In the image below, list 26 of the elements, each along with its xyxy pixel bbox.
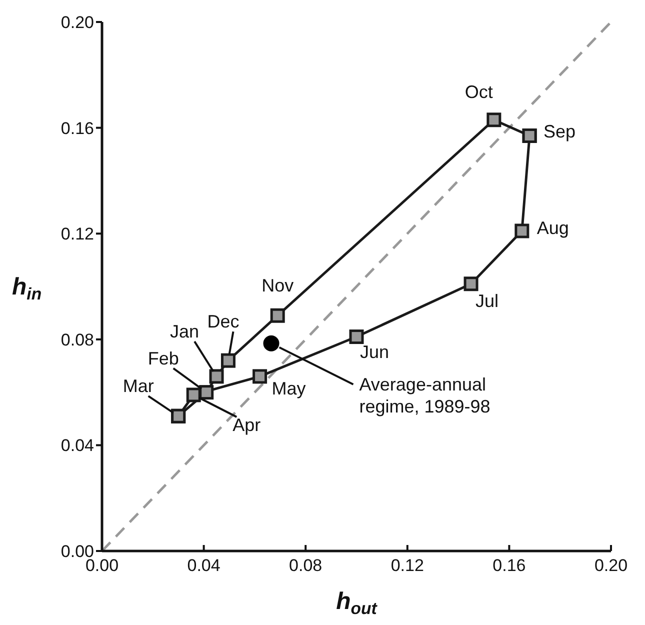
x-tick-label: 0.20 [594, 556, 628, 576]
x-tick-label: 0.04 [187, 556, 220, 576]
x-axis-title: h$_{out}$ [336, 588, 378, 618]
x-tick-label: 0.08 [289, 556, 322, 576]
y-tick-label: 0.04 [60, 436, 94, 456]
annotation: Feb [148, 348, 179, 368]
annotation: Apr [232, 414, 261, 435]
y-tick-label: 0.08 [60, 330, 94, 350]
annotation: Jun [360, 342, 390, 362]
x-tick-label: 0.12 [390, 556, 424, 576]
annotation: Sep [544, 122, 576, 142]
x-tick-label: 0.16 [492, 556, 526, 576]
annotation: Jan [170, 321, 200, 342]
x-tick-label: 0.00 [85, 556, 119, 576]
annotation: Oct [464, 82, 493, 102]
annotation: Jul [476, 290, 499, 311]
annotation: Mar [122, 376, 154, 396]
y-tick-label: 0.16 [60, 118, 94, 138]
annotation: Dec [207, 312, 240, 332]
annotation: Nov [262, 276, 294, 296]
annotation: May [272, 378, 306, 398]
y-axis-title: h$_{in}$ [12, 274, 42, 304]
y-tick-label: 0.12 [60, 224, 94, 244]
annotation: Average-annual regime, 1989-98 [359, 374, 490, 416]
annotation: Aug [536, 218, 569, 238]
y-tick-label: 0.20 [60, 13, 94, 32]
